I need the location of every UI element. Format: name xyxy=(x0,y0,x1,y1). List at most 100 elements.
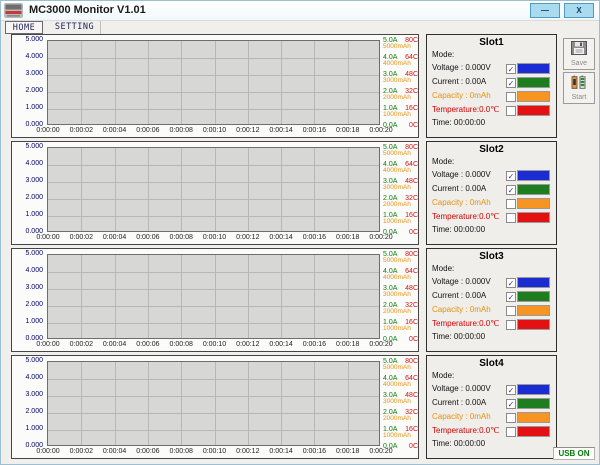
y-axis-right-ticks: 5.0A 80C xyxy=(383,251,418,258)
save-button[interactable]: Save xyxy=(563,38,595,70)
x-axis-time-tick: 0:00:16 xyxy=(302,234,327,241)
gridline-vertical xyxy=(347,362,349,445)
gridline-vertical xyxy=(314,148,316,231)
capacity-checkbox[interactable] xyxy=(506,305,516,316)
x-axis-time-tick: 0:00:06 xyxy=(136,234,160,241)
y-axis-voltage-tick: 1.000 xyxy=(25,211,43,218)
gridline-vertical xyxy=(181,148,183,231)
capacity-checkbox[interactable] xyxy=(506,91,516,102)
capacity-color-swatch xyxy=(517,412,550,423)
y-axis-capacity-tick: 4000mAh xyxy=(383,381,411,388)
temperature-checkbox[interactable] xyxy=(506,319,516,330)
current-color-swatch xyxy=(517,184,550,195)
capacity-checkbox[interactable] xyxy=(506,198,516,209)
y-axis-current-tick: 1.0A xyxy=(383,319,398,326)
y-axis-voltage-tick: 3.000 xyxy=(25,177,43,184)
x-axis-time-tick: 0:00:10 xyxy=(202,127,227,134)
y-axis-right-ticks: 2.0A 32C xyxy=(383,195,418,202)
minimize-button[interactable]: — xyxy=(530,3,560,18)
gridline-vertical xyxy=(247,41,249,124)
current-checkbox[interactable]: ✓ xyxy=(506,398,516,409)
y-axis-temperature-tick: 80C xyxy=(405,37,418,44)
y-axis-capacity-tick: 4000mAh xyxy=(383,167,411,174)
gridline-horizontal xyxy=(48,323,379,324)
y-axis-voltage-tick: 2.000 xyxy=(25,408,43,415)
slot-row-controls: ✓ xyxy=(506,398,550,409)
y-axis-temperature-tick: 16C xyxy=(405,319,418,326)
gridline-vertical xyxy=(281,255,283,338)
gridline-horizontal xyxy=(48,165,379,166)
chart-plot-area xyxy=(47,254,380,339)
y-axis-capacity-tick: 1000mAh xyxy=(383,111,411,118)
close-button[interactable]: X xyxy=(564,3,594,18)
gridline-vertical xyxy=(247,255,249,338)
slot-row-controls xyxy=(506,91,550,102)
save-floppy-icon xyxy=(571,41,587,55)
y-axis-voltage-tick: 1.000 xyxy=(25,318,43,325)
x-axis-time-tick: 0:00:04 xyxy=(102,448,127,455)
y-axis-temperature-tick: 0C xyxy=(409,443,418,450)
voltage-color-swatch xyxy=(517,277,550,288)
y-axis-voltage-tick: 3.000 xyxy=(25,70,43,77)
temperature-checkbox[interactable] xyxy=(506,105,516,116)
y-axis-current-tick: 0.0A xyxy=(383,336,398,343)
tab-home[interactable]: HOME xyxy=(5,21,43,34)
voltage-checkbox[interactable]: ✓ xyxy=(506,277,516,288)
gridline-vertical xyxy=(281,362,283,445)
y-axis-capacity-tick: 5000mAh xyxy=(383,150,411,157)
start-button[interactable]: Start xyxy=(563,72,595,104)
current-checkbox[interactable]: ✓ xyxy=(506,77,516,88)
slot-row-controls xyxy=(506,305,550,316)
y-axis-right-ticks: 0.0A 0C xyxy=(383,336,418,343)
temperature-checkbox[interactable] xyxy=(506,212,516,223)
y-axis-temperature-tick: 80C xyxy=(405,144,418,151)
gridline-vertical xyxy=(314,41,316,124)
voltage-checkbox[interactable]: ✓ xyxy=(506,63,516,74)
x-axis-time-tick: 0:00:18 xyxy=(336,234,360,241)
capacity-checkbox[interactable] xyxy=(506,412,516,423)
gridline-vertical xyxy=(247,148,249,231)
slot-row-capacity: Capacity : 0mAh xyxy=(432,91,556,102)
temperature-checkbox[interactable] xyxy=(506,426,516,437)
slot-panel-4: Slot4 Mode: Voltage : 0.000V ✓ Current : 0.0… xyxy=(426,355,557,459)
y-axis-temperature-tick: 48C xyxy=(405,392,418,399)
x-axis-time-tick: 0:00:12 xyxy=(236,234,260,241)
tab-setting[interactable]: SETTING xyxy=(49,21,101,34)
y-axis-capacity-tick: 5000mAh xyxy=(383,257,411,264)
slot-row-temperature: Temperature:0.0℃ xyxy=(432,319,556,330)
y-axis-temperature-tick: 0C xyxy=(409,122,418,129)
y-axis-temperature-tick: 16C xyxy=(405,212,418,219)
slot-row-controls: ✓ xyxy=(506,384,550,395)
y-axis-temperature-tick: 80C xyxy=(405,358,418,365)
y-axis-right-ticks: 1.0A 16C xyxy=(383,105,418,112)
y-axis-capacity-tick: 5000mAh xyxy=(383,43,411,50)
y-axis-current-tick: 1.0A xyxy=(383,426,398,433)
gridline-vertical xyxy=(347,255,349,338)
y-axis-right-ticks: 5.0A 80C xyxy=(383,37,418,44)
x-axis-time-tick: 0:00:20 xyxy=(369,448,393,455)
y-axis-temperature-tick: 16C xyxy=(405,105,418,112)
y-axis-temperature-tick: 64C xyxy=(405,375,418,382)
y-axis-right-ticks: 0.0A 0C xyxy=(383,443,418,450)
y-axis-capacity-tick: 3000mAh xyxy=(383,77,411,84)
current-checkbox[interactable]: ✓ xyxy=(506,291,516,302)
x-axis-time-tick: 0:00:02 xyxy=(69,234,93,241)
slot-row-label: Current : 0.00A xyxy=(432,77,487,86)
x-axis-time-tick: 0:00:08 xyxy=(169,448,193,455)
gridline-vertical xyxy=(214,148,216,231)
current-checkbox[interactable]: ✓ xyxy=(506,184,516,195)
y-axis-current-tick: 4.0A xyxy=(383,268,398,275)
save-button-label: Save xyxy=(571,60,587,67)
gridline-horizontal xyxy=(48,58,379,59)
voltage-checkbox[interactable]: ✓ xyxy=(506,384,516,395)
x-axis-time-tick: 0:00:14 xyxy=(269,341,293,348)
voltage-checkbox[interactable]: ✓ xyxy=(506,170,516,181)
slot-time-label: Time: 00:00:00 xyxy=(432,118,486,127)
chart-panel-slot1: 5.000 4.000 3.000 2.000 1.000 0.000 0:00:00 0:0… xyxy=(11,34,419,138)
slot-row-label: Voltage : 0.000V xyxy=(432,277,491,286)
x-axis-time-tick: 0:00:18 xyxy=(336,448,360,455)
y-axis-current-tick: 5.0A xyxy=(383,251,398,258)
y-axis-temperature-tick: 0C xyxy=(409,336,418,343)
y-axis-capacity-tick: 5000mAh xyxy=(383,364,411,371)
slot-row-controls xyxy=(506,426,550,437)
